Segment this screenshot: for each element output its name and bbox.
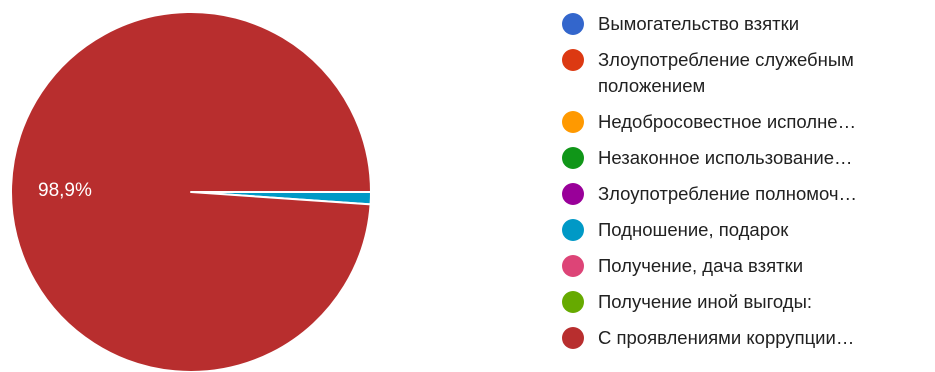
legend-label: С проявлениями коррупции… <box>598 327 855 348</box>
legend-item: Получение иной выгоды: <box>554 289 934 315</box>
legend-item: Незаконное использование… <box>554 145 934 171</box>
legend-item: Вымогательство взятки <box>554 11 934 37</box>
legend-swatch <box>562 111 584 133</box>
legend-label: Недобросовестное исполне… <box>598 111 857 132</box>
legend-swatch <box>562 291 584 313</box>
pie-slices <box>10 11 372 372</box>
pie-data-labels: 98,9% <box>38 180 92 201</box>
legend-swatch <box>562 327 584 349</box>
legend-swatch <box>562 255 584 277</box>
legend-item: Подношение, подарок <box>554 217 934 243</box>
legend-label: Получение иной выгоды: <box>598 291 813 312</box>
legend-item: Получение, дача взятки <box>554 253 934 279</box>
chart-legend: Вымогательство взятки Злоупотребление слу… <box>554 11 934 361</box>
pie-slice <box>10 11 372 372</box>
legend-item: Злоупотребление полномоч… <box>554 181 934 207</box>
legend-swatch <box>562 13 584 35</box>
legend-label: Подношение, подарок <box>598 219 789 240</box>
legend-item: С проявлениями коррупции… <box>554 325 934 351</box>
pie-data-label: 98,9% <box>38 180 92 201</box>
legend-item: Злоупотребление служебным положением <box>554 47 934 99</box>
legend-swatch <box>562 219 584 241</box>
legend-swatch <box>562 147 584 169</box>
legend-label: Злоупотребление полномоч… <box>598 183 858 204</box>
legend-label: Злоупотребление служебным положением <box>598 49 854 96</box>
legend-swatch <box>562 49 584 71</box>
legend-item: Недобросовестное исполне… <box>554 109 934 135</box>
legend-label: Незаконное использование… <box>598 147 853 168</box>
legend-label: Вымогательство взятки <box>598 13 800 34</box>
legend-label: Получение, дача взятки <box>598 255 804 276</box>
legend-swatch <box>562 183 584 205</box>
